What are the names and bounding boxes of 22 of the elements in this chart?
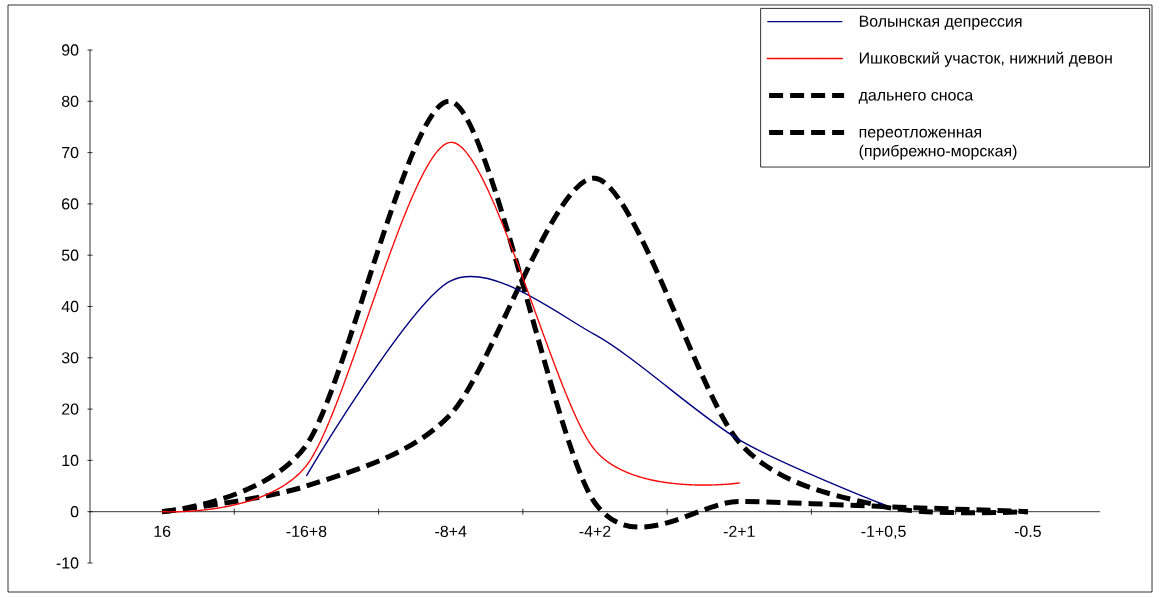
y-tick-label: 50: [61, 249, 79, 261]
y-tick-label: 10: [62, 454, 79, 467]
x-tick-label: -4+2: [579, 525, 611, 537]
x-tick-label: -0.5: [1014, 525, 1041, 537]
legend-label: Волынская депрессия: [859, 15, 1022, 30]
legend-label: переотложенная (прибрежно-морская): [859, 128, 1017, 160]
x-tick-label: -16+8: [286, 525, 327, 537]
y-tick-label: 60: [62, 198, 79, 210]
y-tick-label: 30: [61, 352, 79, 364]
x-tick-label: 16: [154, 525, 171, 537]
legend-label: Ишковский участок, нижний девон: [859, 51, 1112, 67]
y-tick-label: 20: [62, 403, 79, 415]
y-tick-label: 70: [62, 146, 79, 159]
y-tick-label: 40: [61, 300, 79, 313]
y-tick-label: 0: [70, 506, 79, 518]
x-tick-label: -1+0,5: [861, 525, 906, 539]
legend-label: дальнего сноса: [858, 91, 974, 104]
y-tick-label: -10: [56, 557, 79, 569]
x-tick-label: -2+1: [723, 525, 755, 537]
y-tick-label: 80: [61, 95, 79, 107]
x-tick-label: -8+4: [435, 525, 467, 537]
y-tick-label: 90: [62, 44, 79, 56]
